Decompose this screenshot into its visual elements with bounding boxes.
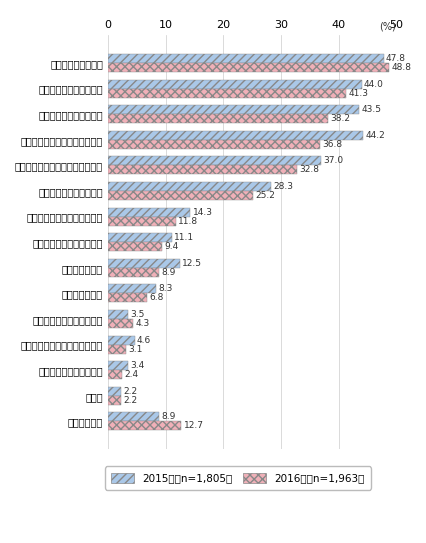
Text: 11.1: 11.1 xyxy=(174,233,194,242)
Text: 2.2: 2.2 xyxy=(123,387,137,396)
Bar xyxy=(108,54,383,63)
Bar xyxy=(108,396,121,405)
Bar xyxy=(108,370,122,379)
Bar xyxy=(108,166,297,174)
Bar xyxy=(108,191,253,200)
Text: 44.2: 44.2 xyxy=(365,131,385,140)
Bar xyxy=(108,361,128,370)
Text: 12.7: 12.7 xyxy=(184,421,204,431)
Bar xyxy=(108,421,181,431)
Text: 37.0: 37.0 xyxy=(324,156,344,166)
Bar xyxy=(108,413,159,421)
Text: 9.4: 9.4 xyxy=(164,242,179,251)
Bar xyxy=(108,89,346,98)
Bar xyxy=(108,63,389,72)
Text: (%): (%) xyxy=(380,21,396,31)
Text: 4.6: 4.6 xyxy=(137,336,151,345)
Bar xyxy=(108,182,271,191)
Text: 28.3: 28.3 xyxy=(273,182,294,191)
Bar xyxy=(108,268,159,277)
Text: 2.4: 2.4 xyxy=(124,370,138,379)
Text: 47.8: 47.8 xyxy=(386,54,406,63)
Bar xyxy=(108,131,363,140)
Text: 38.2: 38.2 xyxy=(331,114,351,123)
Text: 6.8: 6.8 xyxy=(150,293,164,302)
Text: 11.8: 11.8 xyxy=(178,217,199,226)
Text: 3.5: 3.5 xyxy=(130,310,145,319)
Text: 44.0: 44.0 xyxy=(364,80,384,89)
Bar xyxy=(108,285,156,293)
Text: 4.3: 4.3 xyxy=(135,319,150,328)
Bar xyxy=(108,80,362,89)
Bar xyxy=(108,217,176,225)
Text: 41.3: 41.3 xyxy=(348,89,368,98)
Bar xyxy=(108,310,128,319)
Text: 3.1: 3.1 xyxy=(128,345,143,353)
Text: 25.2: 25.2 xyxy=(256,191,276,200)
Bar xyxy=(108,105,359,114)
Bar xyxy=(108,242,162,251)
Text: 8.3: 8.3 xyxy=(158,285,173,293)
Bar xyxy=(108,140,320,149)
Text: 32.8: 32.8 xyxy=(299,166,320,174)
Bar xyxy=(108,156,321,166)
Text: 14.3: 14.3 xyxy=(193,207,213,217)
Text: 43.5: 43.5 xyxy=(361,105,381,114)
Bar xyxy=(108,207,190,217)
Text: 48.8: 48.8 xyxy=(391,63,412,72)
Bar xyxy=(108,336,135,345)
Bar xyxy=(108,114,328,123)
Legend: 2015年（n=1,805）, 2016年（n=1,963）: 2015年（n=1,805）, 2016年（n=1,963） xyxy=(105,466,371,490)
Bar xyxy=(108,293,147,302)
Bar xyxy=(108,259,180,268)
Text: 3.4: 3.4 xyxy=(130,361,144,370)
Bar xyxy=(108,319,133,328)
Text: 36.8: 36.8 xyxy=(322,140,343,149)
Bar xyxy=(108,387,121,396)
Text: 2.2: 2.2 xyxy=(123,396,137,405)
Text: 12.5: 12.5 xyxy=(182,259,202,268)
Bar xyxy=(108,233,172,242)
Text: 8.9: 8.9 xyxy=(161,268,176,277)
Text: 8.9: 8.9 xyxy=(161,413,176,421)
Bar xyxy=(108,345,126,353)
